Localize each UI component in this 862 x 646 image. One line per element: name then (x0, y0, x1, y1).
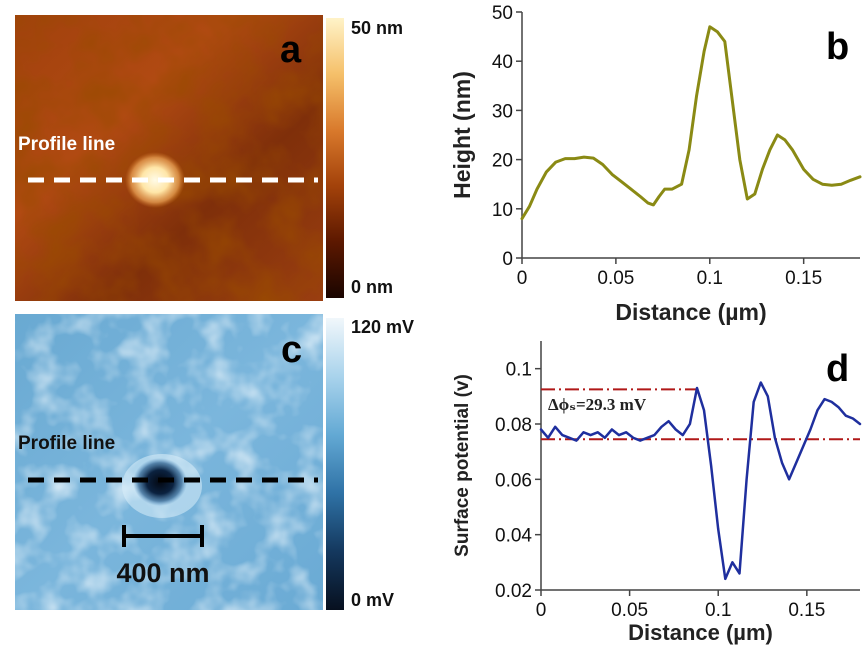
y-tick-label: 0.08 (495, 415, 532, 436)
height-profile-chart: b 0 10 20 30 40 50 0 0.05 0.1 0.15 Distance (µm) He… (449, 3, 862, 325)
x-tick-label: 0 (536, 600, 547, 621)
colorbar-c-gradient (326, 318, 344, 610)
y-tick-label: 0 (502, 249, 513, 270)
colorbar-c-min: 0 mV (351, 590, 394, 610)
y-axis-label: Height (nm) (449, 71, 475, 199)
x-tick-label: 0.1 (697, 268, 723, 289)
y-tick-label: 0.02 (495, 581, 532, 602)
x-axis-label: Distance (µm) (628, 620, 773, 645)
scale-bar: 400 nm (116, 525, 210, 588)
profile-line-label-c: Profile line (18, 433, 115, 454)
surface-potential-chart: d Δϕₛ=29.3 mV 0.02 0.04 0.06 0.08 0.1 0 0.05 0.… (452, 341, 862, 645)
x-tick-label: 0.05 (597, 268, 634, 289)
panel-a-height-map: Profile line a (15, 15, 323, 301)
potential-difference-annotation: Δϕₛ=29.3 mV (548, 395, 647, 414)
x-tick-label: 0.15 (788, 600, 825, 621)
y-tick-label: 10 (492, 200, 513, 221)
x-axis-label: Distance (µm) (615, 299, 766, 325)
x-tick-label: 0.05 (611, 600, 648, 621)
panel-letter-a: a (280, 29, 302, 71)
colorbar-a: 50 nm 0 nm (326, 18, 403, 298)
panel-c-potential-map: Profile line 400 nm c (15, 314, 323, 610)
x-tick-label: 0 (517, 268, 528, 289)
profile-line-label-a: Profile line (18, 134, 115, 155)
colorbar-a-max: 50 nm (351, 18, 403, 38)
y-tick-label: 30 (492, 101, 513, 122)
particle-bright-spot (125, 152, 185, 208)
scale-bar-label: 400 nm (116, 558, 209, 588)
y-tick-label: 20 (492, 151, 513, 172)
y-tick-label: 40 (492, 52, 513, 73)
colorbar-a-gradient (326, 18, 344, 298)
panel-letter-c: c (281, 329, 302, 371)
panel-letter-b: b (826, 26, 849, 68)
colorbar-c-max: 120 mV (351, 317, 414, 337)
series-line (520, 25, 862, 221)
y-tick-label: 0.1 (506, 360, 532, 381)
colorbar-a-min: 0 nm (351, 277, 393, 297)
y-tick-label: 0.04 (495, 526, 532, 547)
y-tick-label: 0.06 (495, 470, 532, 491)
panel-letter-d: d (826, 348, 849, 390)
x-tick-label: 0.1 (705, 600, 731, 621)
y-tick-label: 50 (492, 3, 513, 24)
series-line (539, 381, 862, 581)
colorbar-c: 120 mV 0 mV (326, 317, 414, 610)
y-axis-label: Surface potential (v) (452, 374, 473, 557)
x-tick-label: 0.15 (785, 268, 822, 289)
